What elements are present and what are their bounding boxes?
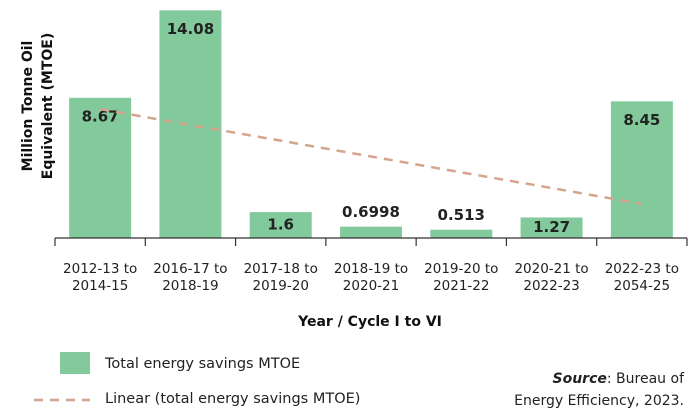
data-label: 14.08 [167, 20, 214, 38]
legend-swatch [60, 352, 90, 374]
data-label: 8.67 [82, 107, 119, 125]
x-tick-label: 2020-21 to 2022-23 [514, 261, 589, 294]
trend-line [99, 107, 643, 206]
data-label: 8.45 [623, 111, 660, 129]
data-label: 1.27 [533, 218, 570, 236]
bar [249, 212, 312, 238]
bar [430, 229, 493, 238]
data-label: 1.6 [267, 216, 294, 234]
source-text: : Bureau of Energy Efficiency, 2023. [514, 371, 684, 409]
x-tick-label: 2018-19 to 2020-21 [333, 261, 409, 294]
x-tick-label: 2016-17 to 2018-19 [153, 261, 228, 294]
data-label: 0.6998 [342, 203, 400, 221]
legend-label: Total energy savings MTOE [105, 356, 301, 372]
bar [340, 226, 402, 238]
x-tick-label: 2012-13 to 2014-15 [63, 261, 138, 294]
bar [520, 217, 583, 238]
x-tick-label: 2017-18 to 2019-20 [243, 261, 318, 294]
source-label: Source [552, 371, 607, 387]
bar [159, 10, 222, 238]
x-tick-label: 2019-20 to 2021-22 [424, 261, 499, 294]
bar [610, 101, 673, 239]
source: Source: Bureau of Energy Efficiency, 202… [514, 368, 684, 410]
legend-label: Linear (total energy savings MTOE) [105, 391, 361, 407]
data-label: 0.513 [438, 206, 485, 224]
x-tick-label: 2022-23 to 2054-25 [604, 261, 679, 294]
y-axis-label: Million Tonne Oil Equivalent (MTOE) [20, 32, 56, 180]
bar [69, 97, 132, 238]
x-axis-label: Year / Cycle I to VI [298, 314, 442, 330]
